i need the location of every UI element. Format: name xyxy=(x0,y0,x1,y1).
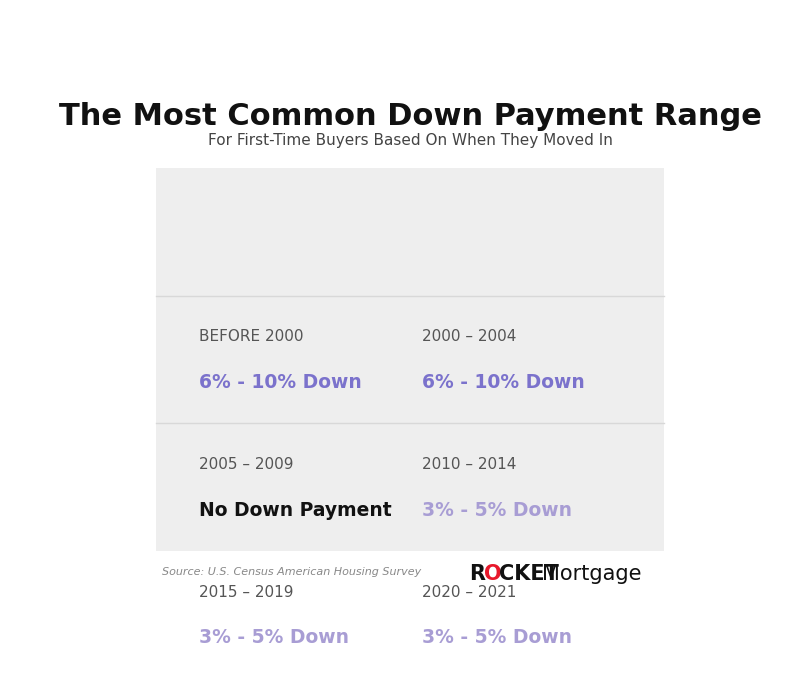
Text: 2015 – 2019: 2015 – 2019 xyxy=(199,585,294,600)
Text: BEFORE 2000: BEFORE 2000 xyxy=(199,329,304,344)
Text: 3% - 5% Down: 3% - 5% Down xyxy=(199,629,349,647)
Text: 6% - 10% Down: 6% - 10% Down xyxy=(422,373,585,392)
Text: 2005 – 2009: 2005 – 2009 xyxy=(199,457,294,472)
Text: 2010 – 2014: 2010 – 2014 xyxy=(422,457,517,472)
Bar xyxy=(156,168,664,551)
Text: For First-Time Buyers Based On When They Moved In: For First-Time Buyers Based On When They… xyxy=(207,133,613,149)
Text: O: O xyxy=(484,565,502,585)
Text: 6% - 10% Down: 6% - 10% Down xyxy=(199,373,362,392)
Text: 2020 – 2021: 2020 – 2021 xyxy=(422,585,517,600)
Text: No Down Payment: No Down Payment xyxy=(199,501,392,520)
Text: Source: U.S. Census American Housing Survey: Source: U.S. Census American Housing Sur… xyxy=(162,567,422,577)
Text: 3% - 5% Down: 3% - 5% Down xyxy=(422,629,573,647)
Text: The Most Common Down Payment Range: The Most Common Down Payment Range xyxy=(58,102,762,131)
Text: Mortgage: Mortgage xyxy=(542,565,642,585)
Text: R: R xyxy=(469,565,485,585)
Text: 2000 – 2004: 2000 – 2004 xyxy=(422,329,517,344)
Text: CKET: CKET xyxy=(499,565,559,585)
Text: 3% - 5% Down: 3% - 5% Down xyxy=(422,501,573,520)
